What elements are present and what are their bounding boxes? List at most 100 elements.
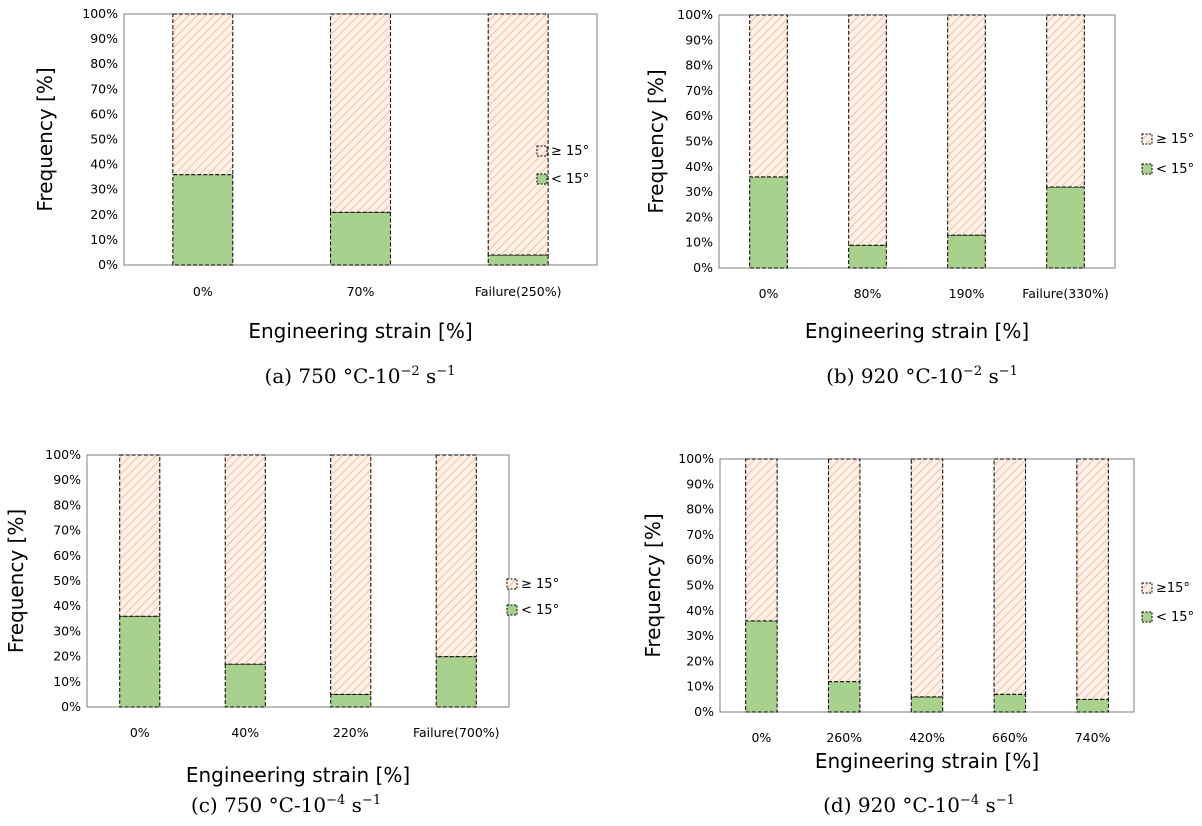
legend-label-low-angle: < 15° [1156, 610, 1194, 625]
bar-segment-low-angle [119, 615, 161, 708]
caption-exponent: −1 [362, 793, 381, 808]
caption-text: (b) 920 °C-10 [826, 364, 963, 388]
legend-label-high-angle: ≥15° [1156, 581, 1190, 596]
y-axis-title: Frequency [%] [33, 67, 57, 211]
y-tick-label: 30% [686, 628, 714, 643]
bar-segment-high-angle [330, 454, 372, 695]
bar-segment-high-angle [1076, 458, 1109, 700]
bar-segment-low-angle [745, 620, 778, 713]
y-tick-label: 80% [90, 56, 118, 71]
y-tick-label: 70% [686, 527, 714, 542]
caption-exponent: −2 [400, 364, 419, 379]
x-tick-label: 70% [347, 284, 375, 299]
y-tick-label: 100% [677, 7, 713, 22]
bar-segment-high-angle [330, 13, 391, 213]
y-tick-label: 20% [686, 653, 714, 668]
caption-text: (c) 750 °C-10 [191, 793, 326, 817]
y-tick-label: 0% [694, 704, 714, 719]
legend-label-high-angle: ≥ 15° [521, 577, 559, 592]
plot-frame [718, 14, 1116, 269]
y-tick-label: 70% [685, 83, 713, 98]
panel-caption: (d) 920 °C-10−4 s−1 [823, 793, 1015, 817]
chart-panel-a: 0% 10% 20% 30% 40% 50% 60% 70% 80% 90% 100% 0% 70% Fa… [33, 6, 598, 388]
x-tick-label: 260% [826, 730, 862, 745]
legend-swatch-high-angle [1141, 133, 1153, 145]
y-tick-label: 0% [98, 257, 118, 272]
bar-segment-high-angle [993, 458, 1027, 695]
bar-segment-low-angle [435, 656, 477, 708]
legend-label-low-angle: < 15° [521, 603, 559, 618]
y-tick-label: 60% [53, 548, 81, 563]
legend-label-high-angle: ≥ 15° [1156, 132, 1194, 147]
y-tick-label: 100% [82, 6, 118, 21]
y-tick-label: 20% [53, 649, 81, 664]
y-tick-label: 50% [53, 573, 81, 588]
caption-text: s [345, 793, 362, 817]
y-tick-label: 90% [685, 32, 713, 47]
legend-label-low-angle: < 15° [551, 172, 589, 187]
caption-exponent: −4 [326, 793, 345, 808]
chart-panel-b: 0% 10% 20% 30% 40% 50% 60% 70% 80% 90% 100% 0% 80% 19… [644, 7, 1194, 388]
x-axis-title: Engineering strain [%] [186, 763, 410, 787]
bar-segment-high-angle [435, 454, 477, 658]
caption-text: s [420, 364, 437, 388]
bar-segment-low-angle [224, 663, 266, 708]
y-tick-label: 100% [678, 451, 714, 466]
y-tick-label: 90% [53, 472, 81, 487]
x-tick-label: 420% [909, 730, 945, 745]
x-axis-title: Engineering strain [%] [248, 319, 472, 343]
bar-segment-low-angle [1076, 698, 1109, 713]
legend-label-low-angle: < 15° [1156, 162, 1194, 177]
bar-segment-low-angle [848, 244, 887, 269]
legend-swatch-low-angle [1141, 611, 1153, 623]
bar-segment-low-angle [910, 696, 944, 713]
chart-panel-c: 0% 10% 20% 30% 40% 50% 60% 70% 80% 90% 100% 0% 40% 22… [4, 447, 559, 817]
y-tick-label: 30% [53, 623, 81, 638]
caption-text: s [979, 793, 996, 817]
bar-segment-high-angle [119, 454, 161, 617]
panel-caption: (c) 750 °C-10−4 s−1 [191, 793, 381, 817]
y-tick-label: 90% [686, 476, 714, 491]
y-tick-label: 50% [90, 132, 118, 147]
bar-segment-high-angle [172, 13, 234, 176]
legend-swatch-low-angle [1141, 163, 1153, 175]
caption-text: (d) 920 °C-10 [823, 793, 960, 817]
y-tick-label: 50% [686, 578, 714, 593]
y-tick-label: 80% [685, 58, 713, 73]
legend-swatch-high-angle [1141, 582, 1153, 594]
caption-text: (a) 750 °C-10 [265, 364, 401, 388]
x-tick-label: 190% [949, 286, 985, 301]
caption-text: s [982, 364, 999, 388]
y-tick-label: 10% [53, 674, 81, 689]
y-tick-label: 50% [685, 134, 713, 149]
y-tick-label: 10% [685, 235, 713, 250]
legend-swatch-high-angle [506, 578, 518, 590]
y-tick-label: 80% [686, 502, 714, 517]
bar-segment-high-angle [947, 14, 986, 236]
y-tick-label: 10% [686, 679, 714, 694]
bar-segment-low-angle [487, 254, 549, 266]
caption-exponent: −1 [996, 793, 1015, 808]
x-tick-label: 0% [751, 730, 771, 745]
y-tick-label: 30% [685, 184, 713, 199]
x-tick-label: 0% [193, 284, 213, 299]
legend-swatch-low-angle [506, 604, 518, 616]
bar-segment-high-angle [749, 14, 788, 178]
bar-segment-high-angle [827, 458, 861, 683]
x-tick-label: 660% [992, 730, 1028, 745]
y-tick-label: 60% [686, 552, 714, 567]
y-tick-label: 80% [53, 497, 81, 512]
bar-segment-high-angle [224, 454, 266, 665]
y-tick-label: 20% [90, 207, 118, 222]
x-tick-label: 0% [759, 286, 779, 301]
y-tick-label: 40% [53, 598, 81, 613]
y-tick-label: 60% [90, 106, 118, 121]
y-tick-label: 40% [685, 159, 713, 174]
legend-swatch-low-angle [536, 173, 548, 185]
bar-segment-high-angle [910, 458, 944, 698]
y-tick-label: 0% [693, 260, 713, 275]
x-tick-label: Failure(250%) [475, 284, 562, 299]
bar-segment-low-angle [749, 176, 788, 269]
y-axis-title: Frequency [%] [641, 513, 665, 657]
